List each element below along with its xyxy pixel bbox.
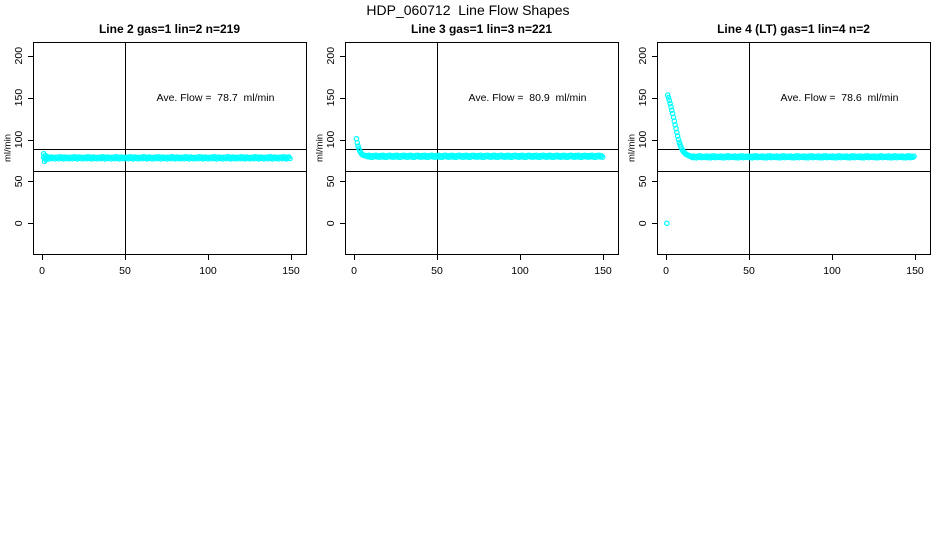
panel-title: Line 3 gas=1 lin=3 n=221 (411, 22, 552, 36)
y-tick-label: 200 (637, 47, 649, 65)
data-points (40, 150, 293, 165)
y-tick-label: 100 (637, 131, 649, 149)
x-tick-label: 150 (282, 265, 300, 277)
x-tick-label: 0 (351, 265, 357, 277)
x-tick-label: 150 (594, 265, 612, 277)
y-axis-label: ml/min (3, 134, 14, 162)
y-tick-label: 0 (13, 220, 25, 226)
x-tick-label: 50 (743, 265, 755, 277)
y-tick-label: 200 (13, 47, 25, 65)
panel-title: Line 2 gas=1 lin=2 n=219 (99, 22, 240, 36)
y-tick-label: 50 (637, 175, 649, 187)
x-tick-label: 100 (199, 265, 217, 277)
y-tick-label: 0 (637, 220, 649, 226)
y-tick-label: 100 (325, 131, 337, 149)
ave-flow-label: Ave. Flow = 78.6 ml/min (781, 92, 899, 104)
y-tick-label: 150 (637, 89, 649, 107)
x-tick-label: 50 (431, 265, 443, 277)
flow-panel-1: Line 2 gas=1 lin=2 n=219 0 50 100 150 0 50 100 1… (3, 22, 307, 277)
y-tick-label: 150 (13, 89, 25, 107)
panel-title: Line 4 (LT) gas=1 lin=4 n=2 (717, 22, 870, 36)
y-tick-label: 50 (325, 175, 337, 187)
y-axis-label: ml/min (627, 134, 638, 162)
ave-flow-label: Ave. Flow = 78.7 ml/min (157, 92, 275, 104)
y-axis-label: ml/min (315, 134, 326, 162)
x-tick-label: 0 (663, 265, 669, 277)
panels-row: Line 2 gas=1 lin=2 n=219 0 50 100 150 0 50 100 1… (3, 22, 931, 277)
ave-flow-label: Ave. Flow = 80.9 ml/min (469, 92, 587, 104)
y-tick-label: 50 (13, 175, 25, 187)
flow-panel-2: Line 3 gas=1 lin=3 n=221 0 50 100 150 0 50 100 1… (315, 22, 619, 277)
y-tick-label: 200 (325, 47, 337, 65)
y-tick-label: 0 (325, 220, 337, 226)
x-tick-label: 100 (511, 265, 529, 277)
figure-title: HDP_060712 Line Flow Shapes (366, 2, 570, 18)
flow-panel-3: Line 4 (LT) gas=1 lin=4 n=2 0 50 100 150 0 50 1… (627, 22, 931, 277)
x-tick-label: 50 (119, 265, 131, 277)
data-points (353, 135, 606, 161)
x-tick-label: 150 (906, 265, 924, 277)
plot-frame (33, 42, 307, 255)
y-tick-label: 100 (13, 131, 25, 149)
x-tick-label: 0 (39, 265, 45, 277)
data-points (663, 92, 917, 227)
plot-frame (657, 42, 931, 255)
y-tick-label: 150 (325, 89, 337, 107)
x-tick-label: 100 (823, 265, 841, 277)
plot-frame (345, 42, 619, 255)
